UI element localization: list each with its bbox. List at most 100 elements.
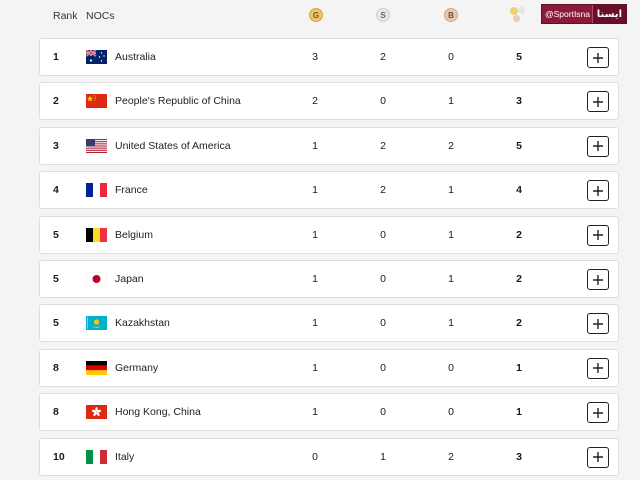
bronze-count: 1 bbox=[448, 184, 454, 197]
gold-count: 0 bbox=[312, 450, 318, 463]
bronze-medal-icon: B bbox=[444, 8, 458, 22]
table-row: 1 Australia 3 2 0 5 bbox=[39, 38, 619, 76]
rank-value: 5 bbox=[53, 273, 59, 285]
gold-count: 1 bbox=[312, 273, 318, 285]
gold-count: 1 bbox=[312, 139, 318, 152]
plus-icon bbox=[593, 274, 603, 285]
plus-icon bbox=[593, 407, 603, 418]
kazakhstan-flag-icon bbox=[86, 305, 107, 341]
gold-count: 1 bbox=[312, 406, 318, 419]
belgium-flag-icon bbox=[86, 217, 107, 253]
silver-count: 2 bbox=[380, 184, 386, 197]
total-count: 5 bbox=[516, 51, 522, 63]
watermark-logo: ایسنا bbox=[591, 5, 626, 23]
silver-count: 0 bbox=[380, 95, 386, 108]
expand-row-button[interactable] bbox=[587, 446, 609, 468]
table-row: 2 People's Republic of China 2 0 1 3 bbox=[39, 82, 619, 121]
rank-value: 10 bbox=[53, 450, 65, 463]
total-count: 4 bbox=[516, 184, 522, 197]
table-row: 5 Kazakhstan 1 0 1 2 bbox=[39, 304, 619, 343]
bronze-count: 1 bbox=[448, 95, 454, 108]
silver-count: 0 bbox=[380, 273, 386, 285]
germany-flag-icon bbox=[86, 350, 107, 386]
gold-count: 1 bbox=[312, 317, 318, 330]
bronze-count: 2 bbox=[448, 450, 454, 463]
table-row: 8 Hong Kong, China 1 0 0 1 bbox=[39, 393, 619, 432]
table-row: 8 Germany 1 0 0 1 bbox=[39, 348, 619, 387]
silver-count: 0 bbox=[380, 361, 386, 374]
total-count: 3 bbox=[516, 450, 522, 463]
rank-value: 4 bbox=[53, 184, 59, 197]
table-row: 4 France 1 2 1 4 bbox=[39, 171, 619, 210]
gold-count: 1 bbox=[312, 184, 318, 197]
total-count: 2 bbox=[516, 228, 522, 241]
plus-icon bbox=[593, 318, 603, 329]
bronze-count: 1 bbox=[448, 317, 454, 330]
nocs-column-header: NOCs bbox=[86, 10, 115, 22]
expand-row-button[interactable] bbox=[587, 269, 609, 290]
noc-name: Kazakhstan bbox=[115, 317, 170, 330]
plus-icon bbox=[593, 141, 603, 152]
bronze-count: 0 bbox=[448, 361, 454, 374]
bronze-count: 0 bbox=[448, 406, 454, 419]
rank-column-header: Rank bbox=[53, 10, 78, 22]
total-count: 3 bbox=[516, 95, 522, 108]
italy-flag-icon bbox=[86, 439, 107, 475]
gold-count: 1 bbox=[312, 361, 318, 374]
noc-name: Italy bbox=[115, 450, 135, 463]
noc-name: Australia bbox=[115, 51, 156, 63]
expand-row-button[interactable] bbox=[587, 91, 609, 113]
silver-medal-icon: S bbox=[376, 8, 390, 22]
gold-count: 2 bbox=[312, 95, 318, 108]
rank-value: 2 bbox=[53, 95, 59, 108]
gold-count: 1 bbox=[312, 228, 318, 241]
silver-count: 1 bbox=[380, 450, 386, 463]
plus-icon bbox=[593, 185, 603, 196]
plus-icon bbox=[593, 96, 603, 107]
rank-value: 8 bbox=[53, 361, 59, 374]
australia-flag-icon bbox=[86, 39, 107, 75]
plus-icon bbox=[593, 363, 603, 374]
noc-name: Hong Kong, China bbox=[115, 406, 201, 419]
hong-kong-flag-icon bbox=[86, 394, 107, 430]
total-count: 2 bbox=[516, 317, 522, 330]
bronze-count: 0 bbox=[448, 51, 454, 63]
rank-value: 8 bbox=[53, 406, 59, 419]
total-count: 5 bbox=[516, 139, 522, 152]
table-row: 5 Belgium 1 0 1 2 bbox=[39, 215, 619, 254]
noc-name: Japan bbox=[115, 273, 144, 285]
france-flag-icon bbox=[86, 172, 107, 208]
expand-row-button[interactable] bbox=[587, 402, 609, 424]
plus-icon bbox=[593, 452, 603, 463]
plus-icon bbox=[593, 230, 603, 241]
japan-flag-icon bbox=[86, 261, 107, 297]
silver-count: 2 bbox=[380, 139, 386, 152]
table-row: 10 Italy 0 1 2 3 bbox=[39, 437, 619, 476]
expand-row-button[interactable] bbox=[587, 47, 609, 68]
total-count: 1 bbox=[516, 361, 522, 374]
rank-value: 1 bbox=[53, 51, 59, 63]
bronze-count: 1 bbox=[448, 228, 454, 241]
noc-name: United States of America bbox=[115, 139, 231, 152]
total-count: 1 bbox=[516, 406, 522, 419]
expand-row-button[interactable] bbox=[587, 180, 609, 202]
table-header: Rank NOCs G S B @SportIsna ایسنا bbox=[0, 0, 640, 34]
table-row: 3 United States of America 1 2 2 5 bbox=[39, 126, 619, 165]
noc-name: Germany bbox=[115, 361, 159, 374]
gold-count: 3 bbox=[312, 51, 318, 63]
plus-icon bbox=[593, 52, 603, 63]
silver-count: 0 bbox=[380, 406, 386, 419]
expand-row-button[interactable] bbox=[587, 313, 609, 335]
expand-row-button[interactable] bbox=[587, 224, 609, 246]
bronze-count: 2 bbox=[448, 139, 454, 152]
silver-count: 0 bbox=[380, 228, 386, 241]
expand-row-button[interactable] bbox=[587, 135, 609, 157]
noc-name: People's Republic of China bbox=[115, 95, 241, 108]
watermark-handle: @SportIsna bbox=[545, 9, 591, 19]
bronze-count: 1 bbox=[448, 273, 454, 285]
total-count: 2 bbox=[516, 273, 522, 285]
rank-value: 5 bbox=[53, 317, 59, 330]
medals-total-icon bbox=[510, 6, 528, 24]
expand-row-button[interactable] bbox=[587, 357, 609, 379]
noc-name: Belgium bbox=[115, 228, 153, 241]
